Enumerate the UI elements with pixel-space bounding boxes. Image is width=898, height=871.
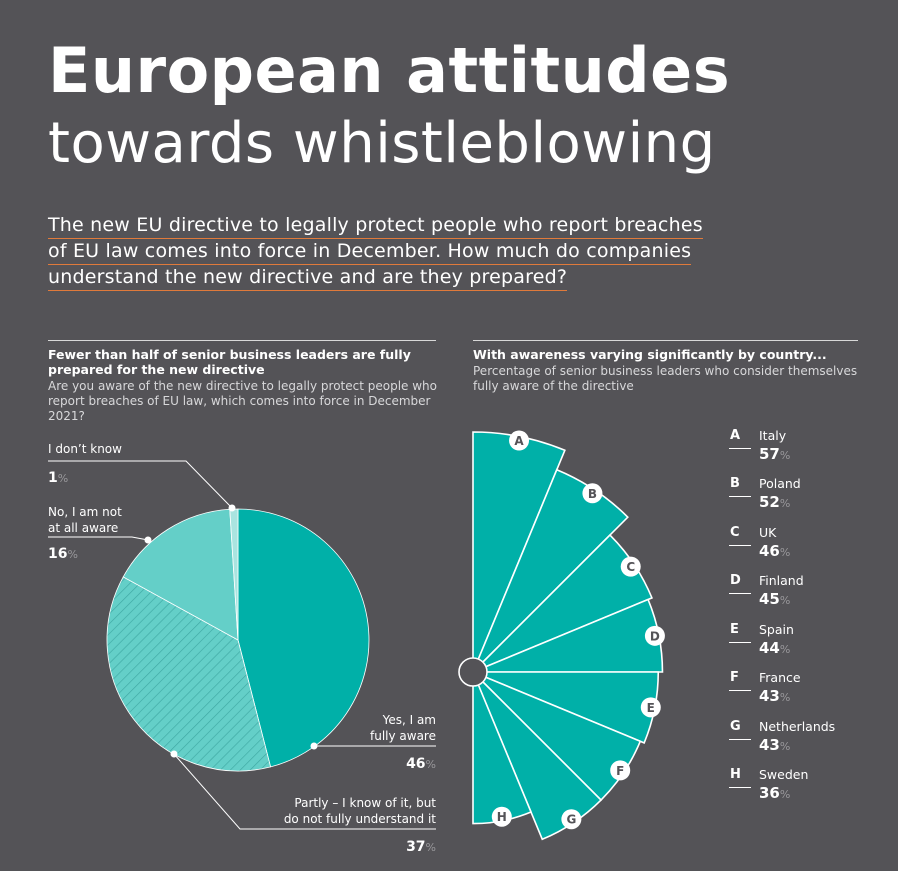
pie-subheading: Are you aware of the new directive to le… [48,379,437,423]
radial-letter-b: B [588,487,597,501]
leader-dot-partly [170,750,178,758]
legend-country: Netherlands [759,719,836,734]
right-section-rule [473,340,858,341]
legend-country: Spain [759,622,794,637]
radial-badge-f [610,760,631,781]
leader-dont-know [48,460,233,509]
radial-badge-h [491,806,512,827]
page-title: European attitudes [48,34,731,107]
leader-partly [173,753,436,830]
value-dont-know: 1% [48,470,69,486]
legend-value: 44% [759,639,791,657]
pie-heading: Fewer than half of senior business leade… [48,347,411,377]
legend-underline [729,739,751,740]
legend-country: UK [759,525,777,540]
radial-badge-c [620,556,641,577]
radial-badge-g [561,809,582,830]
label-partly: Partly – I know of it, but do not fully … [283,796,436,826]
left-section-rule [48,340,436,341]
radial-letter-g: G [566,813,576,827]
radial-badge-d [644,625,665,646]
leader-not-aware [48,536,149,541]
legend-underline [729,787,751,788]
radial-badge-a [509,430,530,451]
legend-country: Italy [759,428,787,443]
label-not-aware: No, I am not at all aware [48,505,122,535]
radial-letter-d: D [650,629,660,643]
radial-letter-c: C [626,560,635,574]
legend-underline [729,448,751,449]
legend-letter: C [730,525,740,540]
intro-text: The new EU directive to legally protect … [48,213,748,291]
legend-letter: G [730,719,741,734]
legend-letter: A [730,428,741,443]
radial-heading: With awareness varying significantly by … [473,347,827,362]
legend-underline [729,642,751,643]
legend-value: 43% [759,687,791,705]
intro-line-3: understand the new directive and are the… [48,265,748,291]
radial-subheading: Percentage of senior business leaders wh… [473,364,858,393]
value-fully-aware: 46% [406,756,436,772]
label-fully-aware: Yes, I am fully aware [370,713,436,743]
legend-value: 52% [759,493,791,511]
legend-value: 45% [759,590,791,608]
radial-badge-e [640,697,661,718]
legend-value: 36% [759,784,791,802]
radial-bar-chart: A B C D E F G H [458,430,665,841]
legend-underline [729,496,751,497]
page-subtitle: towards whistleblowing [48,111,716,176]
leader-dot-dont-know [228,504,236,512]
radial-letter-a: A [514,434,524,448]
legend-underline [729,545,751,546]
value-not-aware: 16% [48,546,78,562]
pie-leader-lines [48,460,436,830]
radial-letter-h: H [497,810,507,824]
intro-line-1: The new EU directive to legally protect … [48,213,748,239]
legend-country: Finland [759,573,804,588]
intro-line-2: of EU law comes into force in December. … [48,239,748,265]
legend-country: France [759,670,801,685]
leader-dot-fully [310,742,318,750]
legend-letter: F [730,670,739,685]
legend-value: 46% [759,542,791,560]
legend-value: 57% [759,445,791,463]
legend-letter: H [730,767,741,782]
legend-value: 43% [759,736,791,754]
radial-badge-b [582,483,603,504]
legend-letter: D [730,573,741,588]
radial-letter-e: E [647,701,655,715]
value-partly: 37% [406,839,436,855]
legend-country: Poland [759,476,801,491]
legend-underline [729,690,751,691]
leader-dot-not-aware [144,536,152,544]
legend-letter: E [730,622,739,637]
legend-letter: B [730,476,740,491]
pie-slice-3 [122,508,239,641]
pie-slice-2 [106,576,272,772]
radial-letter-f: F [616,764,624,778]
pie-chart [106,508,370,772]
legend-country: Sweden [759,767,809,782]
label-dont-know: I don’t know [48,442,122,456]
radial-center-hole [458,657,488,687]
legend-underline [729,593,751,594]
